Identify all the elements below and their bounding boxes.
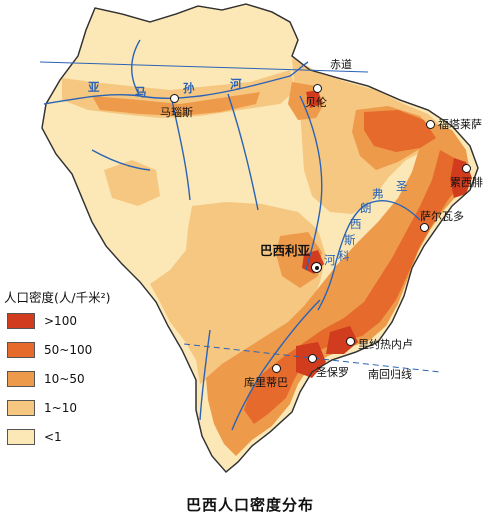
country-outline	[41, 3, 479, 473]
city-label-rio: 里约热内卢	[358, 338, 413, 351]
city-label-brasilia: 巴西利亚	[260, 243, 311, 258]
amazon-tributary-south2	[227, 93, 259, 211]
legend-swatch-10-50	[7, 370, 35, 387]
sf-label-7: 河	[324, 253, 336, 267]
amazon-label-2: 马	[135, 85, 147, 99]
city-dot-belem	[313, 84, 322, 93]
legend-row-lt1: <1	[4, 423, 154, 450]
legend-row-10-50: 10~50	[4, 365, 154, 392]
city-label-sao-paulo: 圣保罗	[316, 366, 349, 379]
tributary-west	[91, 149, 151, 171]
sf-label-1: 圣	[396, 179, 408, 193]
city-dot-fortaleza	[426, 120, 435, 129]
city-dot-manaus	[170, 94, 179, 103]
amazon-label-3: 孙	[183, 81, 195, 95]
city-label-fortaleza: 福塔莱萨	[438, 118, 482, 131]
region-gt100-belem	[306, 90, 322, 108]
region-gt100-rio	[326, 326, 358, 354]
sf-label-5: 斯	[344, 233, 356, 247]
city-label-belem: 贝伦	[305, 96, 327, 109]
city-dot-salvador	[420, 223, 429, 232]
sf-label-6: 科	[338, 249, 350, 263]
river-network	[43, 39, 421, 431]
legend-swatch-1-10	[7, 399, 35, 416]
legend-row-50-100: 50~100	[4, 336, 154, 363]
tocantins-river	[299, 95, 323, 271]
city-label-recife: 累西腓	[450, 176, 483, 189]
city-dot-recife	[462, 164, 471, 173]
parana-river	[231, 299, 321, 431]
paraguay-river	[199, 329, 211, 421]
amazon-label-4: 河	[230, 77, 242, 91]
amazon-tributary-south1	[171, 99, 191, 201]
legend-row-gt100: >100	[4, 307, 154, 334]
region-10-50-brasilia	[276, 232, 322, 288]
legend-label-10-50: 10~50	[44, 371, 85, 386]
region-1-10-west	[104, 160, 160, 206]
equator-label: 赤道	[330, 58, 352, 71]
sf-label-4: 西	[350, 217, 362, 231]
amazon-label-1: 亚	[88, 80, 100, 94]
sf-label-3: 朗	[360, 201, 372, 215]
equator-line	[39, 61, 369, 73]
city-dot-sao-paulo	[308, 354, 317, 363]
tropic-label: 南回归线	[368, 368, 412, 381]
legend-row-1-10: 1~10	[4, 394, 154, 421]
sf-label-2: 弗	[372, 187, 384, 201]
legend-label-1-10: 1~10	[44, 400, 77, 415]
city-label-manaus: 马瑙斯	[160, 106, 193, 119]
sao-francisco-river	[317, 200, 421, 311]
region-50-100-north	[364, 110, 436, 152]
legend-label-lt1: <1	[44, 429, 62, 444]
city-dot-curitiba	[272, 364, 281, 373]
legend: 人口密度(人/千米²) >100 50~100 10~50 1~10 <1	[4, 287, 154, 450]
legend-swatch-gt100	[7, 312, 35, 329]
legend-label-50-100: 50~100	[44, 342, 93, 357]
capital-dot-brasilia	[311, 262, 322, 273]
map-caption: 巴西人口密度分布	[185, 496, 314, 514]
amazon-tributary-north	[131, 39, 141, 97]
city-label-curitiba: 库里蒂巴	[244, 376, 288, 389]
legend-title: 人口密度(人/千米²)	[4, 290, 111, 305]
city-label-salvador: 萨尔瓦多	[420, 210, 464, 223]
legend-swatch-50-100	[7, 341, 35, 358]
amazon-river	[43, 61, 309, 105]
region-10-50-amazon	[92, 92, 260, 116]
city-dot-rio	[346, 337, 355, 346]
tropic-line	[183, 343, 441, 373]
legend-swatch-lt1	[7, 428, 35, 445]
legend-label-gt100: >100	[44, 313, 77, 328]
